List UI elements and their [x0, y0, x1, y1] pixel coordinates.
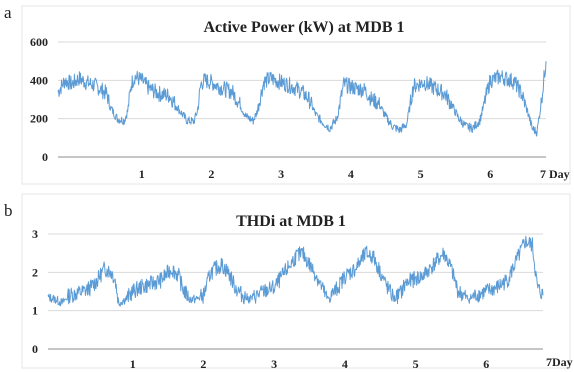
chart-title: THDi at MDB 1 — [236, 213, 346, 230]
thdi-chart: b THDi at MDB 1 0 1 2 3 1 2 3 4 5 6 7Day — [4, 193, 573, 371]
y-tick-label: 1 — [32, 304, 38, 318]
y-tick-labels: 0 200 400 600 — [30, 35, 48, 164]
thdi-series-line — [47, 235, 544, 307]
x-tick-label: 2 — [208, 167, 214, 181]
x-tick-label: 5 — [418, 167, 424, 181]
chart-title: Active Power (kW) at MDB 1 — [204, 19, 405, 36]
y-tick-label: 600 — [30, 35, 48, 49]
panel-label: a — [4, 3, 12, 22]
y-tick-label: 0 — [32, 342, 38, 356]
panel-label: b — [4, 201, 13, 220]
y-tick-labels: 0 1 2 3 — [32, 227, 38, 356]
gridlines — [58, 41, 546, 120]
active-power-chart: a Active Power (kW) at MDB 1 0200400600 … — [4, 3, 571, 185]
active-power-series-line — [57, 61, 547, 137]
x-axis-end-label: 7Day — [546, 355, 573, 369]
y-tick-label: 0 — [42, 150, 48, 164]
x-tick-label: 6 — [483, 357, 489, 371]
y-tick-label: 3 — [32, 227, 38, 241]
chart-frame — [21, 193, 571, 369]
x-tick-label: 5 — [413, 357, 419, 371]
x-tick-label: 1 — [130, 357, 136, 371]
x-tick-label: 6 — [487, 167, 493, 181]
x-tick-labels: 1 2 3 4 5 6 — [130, 357, 490, 371]
chart-frame — [21, 5, 571, 185]
x-tick-label: 4 — [342, 357, 348, 371]
x-axis-end-label: 7 Day — [540, 167, 570, 181]
y-tick-label: 400 — [30, 73, 48, 87]
x-tick-label: 2 — [200, 357, 206, 371]
x-tick-label: 1 — [139, 167, 145, 181]
x-tick-label: 3 — [271, 357, 277, 371]
y-tick-label: 2 — [32, 265, 38, 279]
x-tick-labels: 1 2 3 4 5 6 — [139, 167, 494, 181]
gridlines — [48, 233, 543, 312]
y-tick-label: 200 — [30, 112, 48, 126]
x-tick-label: 4 — [348, 167, 354, 181]
x-tick-label: 3 — [278, 167, 284, 181]
